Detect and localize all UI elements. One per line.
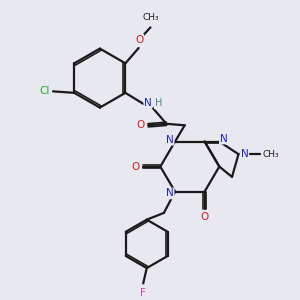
Text: CH₃: CH₃ (143, 14, 159, 22)
Text: N: N (220, 134, 228, 144)
Text: O: O (136, 120, 144, 130)
Text: O: O (131, 162, 140, 172)
Text: N: N (241, 149, 248, 159)
Text: O: O (135, 35, 143, 45)
Text: N: N (166, 135, 174, 145)
Text: CH₃: CH₃ (262, 150, 279, 159)
Text: O: O (200, 212, 209, 222)
Text: N: N (166, 188, 174, 198)
Text: Cl: Cl (40, 86, 50, 96)
Text: H: H (155, 98, 162, 109)
Text: F: F (140, 288, 146, 298)
Text: N: N (144, 98, 152, 108)
